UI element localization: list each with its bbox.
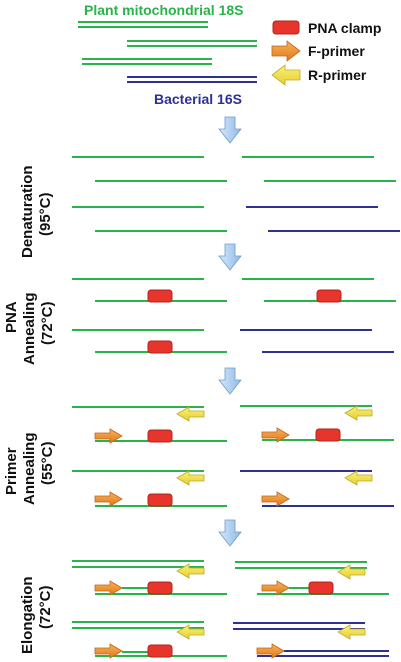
legend-rprimer-label: R-primer (308, 67, 367, 83)
bacterial-dna-duplex (127, 76, 257, 83)
stage-pna-temp: (72°C) (39, 301, 56, 345)
step-arrows (218, 116, 242, 547)
pna-clamp-icon (147, 493, 173, 507)
f-primer-icon (261, 580, 290, 596)
down-arrow-icon (218, 519, 242, 547)
stage-elongation: Elongation (72°C) (19, 560, 389, 659)
plant-dna-duplexes (78, 21, 257, 65)
stage-denaturation: Denaturation (95°C) (19, 156, 400, 258)
legend-fprimer-label: F-primer (308, 43, 365, 59)
pna-clamp-icon (316, 289, 342, 303)
legend: PNA clamp F-primer R-primer (271, 20, 381, 86)
pna-clamp-icon (315, 428, 341, 442)
f-primer-icon (261, 491, 290, 507)
pna-clamp-icon (147, 581, 173, 595)
f-primer-icon (256, 643, 285, 659)
down-arrow-icon (218, 367, 242, 395)
stage-primer-title: Primer (3, 447, 20, 495)
down-arrow-icon (218, 116, 242, 144)
f-primer-icon (94, 491, 123, 507)
pna-clamp-icon (147, 289, 173, 303)
stage-pna-annealing: PNA Annealing (72°C) (3, 278, 396, 365)
r-primer-icon (337, 564, 366, 580)
r-primer-icon (176, 624, 205, 640)
f-primer-icon (271, 40, 301, 62)
f-primer-icon (94, 643, 123, 659)
pna-clamp-icon (147, 340, 173, 354)
legend-pna-label: PNA clamp (308, 20, 381, 36)
stage-primer-annealing: Primer Annealing (55°C) (3, 405, 394, 507)
stage-pna-subtitle: Annealing (21, 292, 38, 365)
r-primer-icon (176, 470, 205, 486)
stage-primer-subtitle: Annealing (21, 432, 38, 505)
r-primer-icon (344, 470, 373, 486)
plant-mito-18s-label: Plant mitochondrial 18S (84, 2, 243, 18)
stage-primer-temp: (55°C) (39, 441, 56, 485)
r-primer-icon (344, 405, 373, 421)
intro-panel: Plant mitochondrial 18S Bacterial 16S PN… (78, 2, 381, 107)
pna-clamp-icon (147, 644, 173, 658)
r-primer-icon (176, 406, 205, 422)
stage-elongation-title: Elongation (19, 577, 36, 655)
stage-denaturation-temp: (95°C) (37, 192, 54, 236)
pna-clamp-icon (147, 429, 173, 443)
f-primer-icon (94, 580, 123, 596)
f-primer-icon (261, 427, 290, 443)
stage-elongation-temp: (72°C) (37, 585, 54, 629)
stage-pna-title: PNA (3, 301, 20, 333)
down-arrow-icon (218, 243, 242, 271)
f-primer-icon (94, 428, 123, 444)
r-primer-icon (271, 64, 301, 86)
r-primer-icon (176, 563, 205, 579)
pna-clamp-icon (308, 581, 334, 595)
bacterial-16s-label: Bacterial 16S (154, 91, 242, 107)
r-primer-icon (337, 624, 366, 640)
stage-denaturation-title: Denaturation (19, 165, 36, 258)
pna-clamp-icon (272, 20, 300, 35)
